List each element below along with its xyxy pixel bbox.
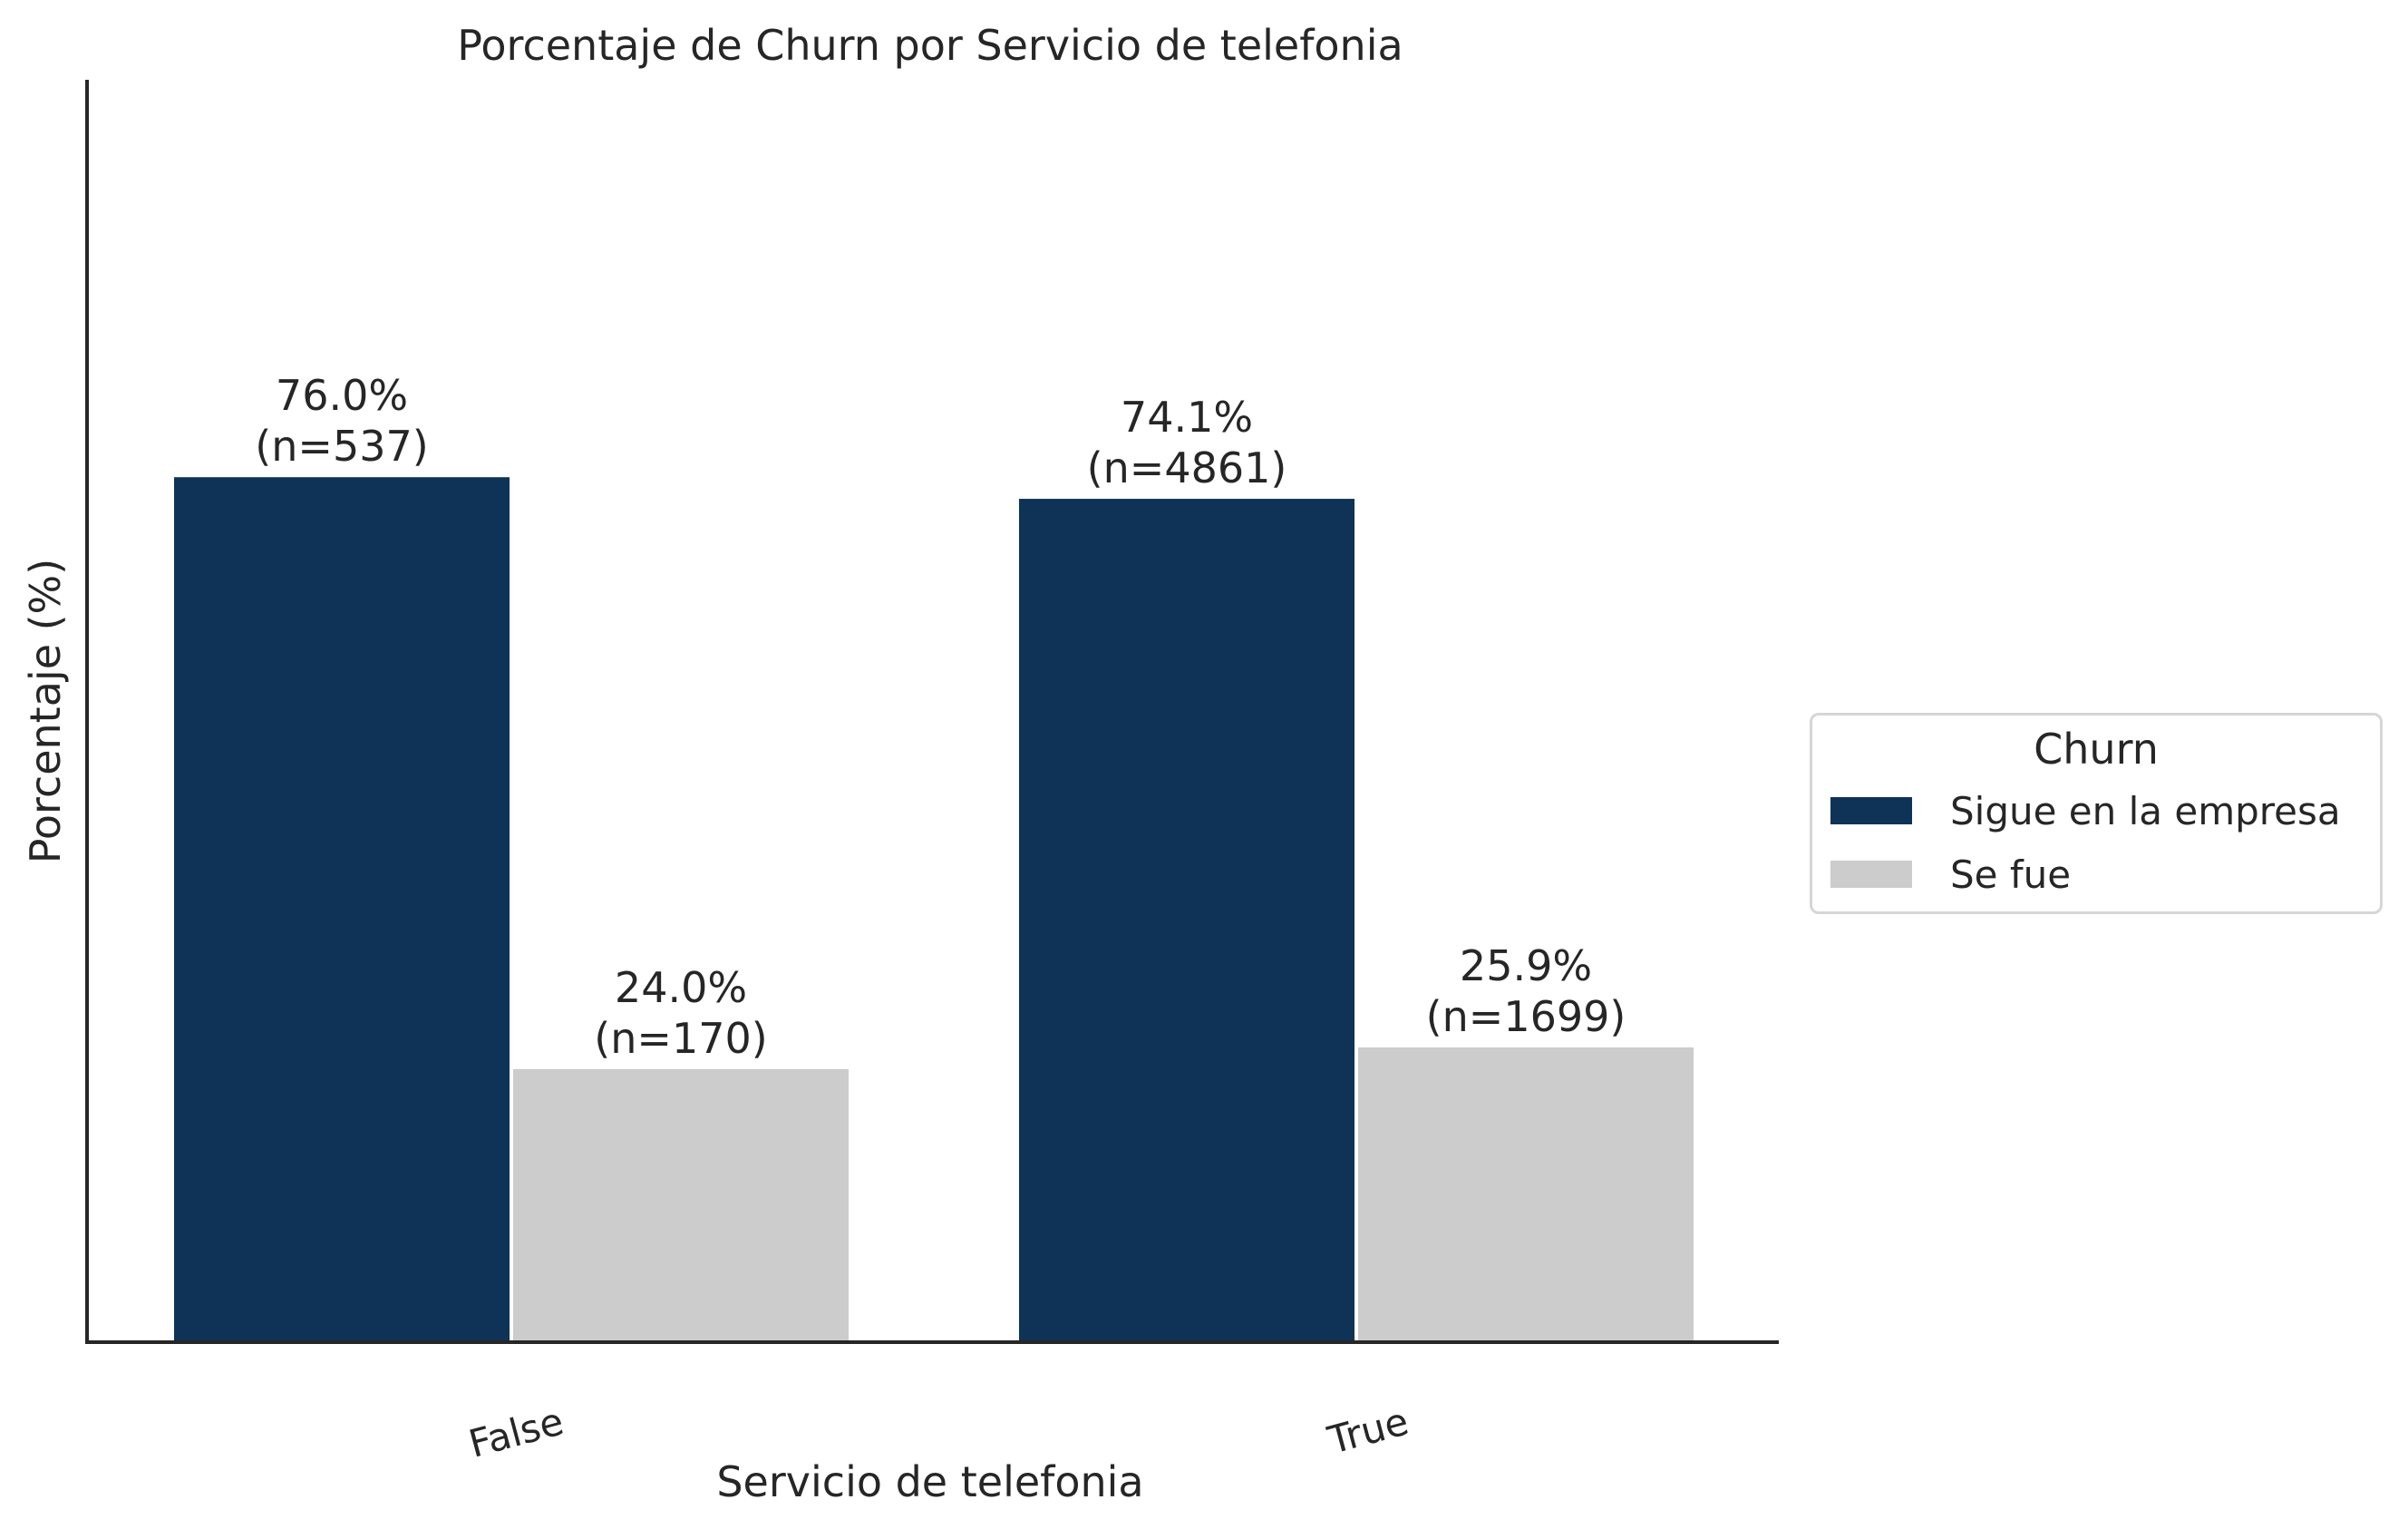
data-label-percent: 74.1% [1121,393,1253,442]
legend: Churn Sigue en la empresa Se fue [1810,713,2383,914]
x-axis-label: Servicio de telefonia [716,1457,1143,1506]
bars-group [174,477,1694,1342]
bar-false-series-1 [513,1068,849,1342]
data-label-count: (n=170) [594,1014,767,1063]
legend-label-se-fue: Se fue [1950,852,2072,897]
legend-item-sigue: Sigue en la empresa [1830,788,2341,833]
legend-item-se-fue: Se fue [1830,852,2071,897]
y-axis-label: Porcentaje (%) [21,559,70,863]
data-label-count: (n=1699) [1426,992,1626,1041]
data-label-percent: 24.0% [615,963,747,1012]
legend-swatch-se-fue [1830,861,1912,888]
legend-label-sigue: Sigue en la empresa [1950,788,2341,833]
chart-title: Porcentaje de Churn por Servicio de tele… [457,21,1403,70]
data-label-count: (n=537) [255,422,428,471]
data-labels-group: 76.0%(n=537) 24.0%(n=170) 74.1%(n=4861) 25.… [255,371,1626,1063]
bar-false-series-0 [174,477,510,1342]
data-label-percent: 76.0% [276,371,408,420]
x-tick-label-true: True [1323,1398,1413,1463]
x-tick-label-false: False [464,1398,568,1466]
x-tick-labels-group: False True [464,1398,1413,1466]
data-label-count: (n=4861) [1087,443,1287,492]
legend-title: Churn [2034,725,2159,774]
bar-true-series-0 [1019,499,1354,1342]
legend-swatch-sigue [1830,797,1912,824]
data-label-percent: 25.9% [1460,941,1592,990]
bar-true-series-1 [1358,1047,1694,1342]
